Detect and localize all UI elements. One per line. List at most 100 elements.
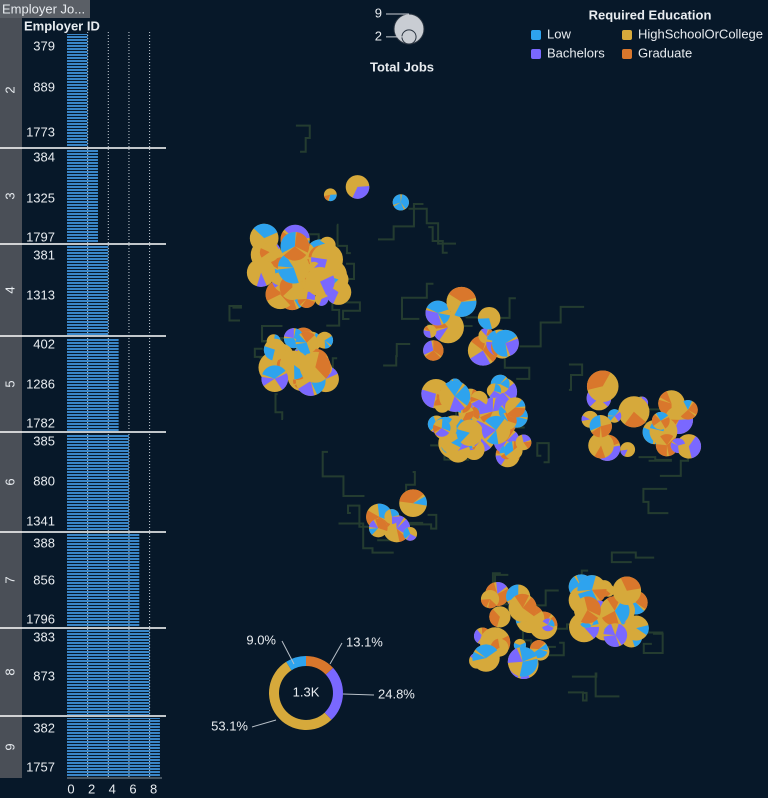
- road: [295, 124, 311, 153]
- legend-swatch: [622, 30, 632, 40]
- pie-wedge: [580, 610, 599, 624]
- bar: [67, 150, 98, 243]
- pie-wedge: [403, 527, 411, 539]
- pie-wedge: [589, 415, 601, 431]
- road: [642, 632, 664, 654]
- road: [642, 487, 669, 515]
- road: [638, 456, 672, 462]
- pie-wedge: [315, 352, 331, 379]
- pie-wedge: [423, 330, 431, 338]
- pie-wedge: [263, 346, 275, 361]
- y-tick-label: 1773: [26, 124, 55, 139]
- donut-value-label: 9.0%: [246, 632, 276, 647]
- pie-wedge: [470, 396, 480, 403]
- group-label: 9: [2, 743, 17, 750]
- y-tick-label: 1797: [26, 229, 55, 244]
- pie-wedge: [600, 423, 612, 438]
- pie-wedge: [393, 202, 405, 211]
- y-tick-label: 889: [33, 79, 55, 94]
- y-tick-label: 1313: [26, 287, 55, 302]
- pie-wedge: [274, 373, 289, 390]
- road: [610, 551, 655, 564]
- pie-wedge: [392, 194, 401, 205]
- pie-wedge: [577, 575, 596, 592]
- pie-wedge: [500, 378, 510, 389]
- bar: [67, 338, 119, 431]
- pie-wedge: [400, 194, 409, 209]
- pie-wedge: [413, 496, 427, 506]
- pie-wedge: [432, 327, 449, 341]
- y-tick-label: 384: [33, 149, 55, 164]
- pie-wedge: [502, 383, 518, 401]
- legend-label: Low: [547, 26, 571, 41]
- pie-wedge: [495, 588, 510, 607]
- road: [568, 363, 584, 391]
- legend-swatch: [531, 30, 541, 40]
- y-tick-label: 880: [33, 473, 55, 488]
- donut-value-label: 13.1%: [346, 634, 383, 649]
- pie-wedge: [295, 334, 307, 343]
- pie-wedge: [514, 593, 530, 608]
- pie-wedge: [301, 298, 316, 308]
- tab[interactable]: [0, 0, 90, 18]
- legend-label: HighSchoolOrCollege: [638, 26, 763, 41]
- bar: [67, 534, 140, 627]
- pie-wedge: [488, 599, 497, 609]
- pie-wedge: [298, 380, 315, 396]
- group-label: 7: [2, 576, 17, 583]
- pie-wedge: [489, 609, 500, 628]
- pie-wedge: [659, 391, 672, 404]
- pie-wedge: [584, 596, 601, 616]
- donut-center: 1.3K: [293, 684, 320, 699]
- y-tick-label: 873: [33, 668, 55, 683]
- tab-label[interactable]: Employer Jo...: [2, 1, 85, 16]
- pie-wedge: [462, 410, 474, 421]
- x-tick-label: 4: [109, 781, 116, 796]
- pie-wedge: [477, 318, 493, 330]
- pie-wedge: [672, 418, 694, 434]
- pie-wedge: [523, 441, 532, 449]
- y-tick-label: 856: [33, 572, 55, 587]
- pie-wedge: [480, 411, 493, 425]
- pie-wedge: [294, 232, 310, 253]
- pie-wedge: [486, 430, 499, 445]
- pie-wedge: [277, 254, 294, 268]
- pie-wedge: [503, 441, 514, 457]
- pie-wedge: [427, 415, 437, 431]
- pie-wedge: [369, 528, 379, 535]
- pie-wedge: [256, 272, 267, 287]
- road: [519, 305, 585, 348]
- donut-slice: [324, 667, 344, 720]
- pie-wedge: [624, 411, 646, 428]
- pie-wedge: [688, 436, 702, 459]
- pie-wedge: [614, 598, 630, 624]
- pie-wedge: [432, 424, 442, 433]
- pie-wedge: [261, 376, 275, 387]
- x-tick-label: 2: [88, 781, 95, 796]
- road: [347, 504, 376, 528]
- pie-wedge: [522, 596, 537, 617]
- pie-wedge: [683, 400, 693, 410]
- y-tick-label: 1341: [26, 513, 55, 528]
- pie-wedge: [515, 399, 526, 408]
- pie-wedge: [680, 409, 696, 420]
- pie-wedge: [300, 331, 315, 343]
- y-tick-label: 379: [33, 38, 55, 53]
- road: [378, 203, 424, 241]
- pie-wedge: [369, 520, 379, 529]
- pie-wedge: [473, 629, 483, 643]
- pie-wedge: [454, 385, 471, 406]
- pie-wedge: [366, 510, 380, 525]
- y-tick-label: 1286: [26, 376, 55, 391]
- pie-wedge: [306, 289, 316, 301]
- pie-wedge: [283, 328, 294, 339]
- pie-wedge: [519, 658, 538, 677]
- pie-wedge: [375, 518, 388, 532]
- pie-wedge: [687, 401, 698, 415]
- group-label: 4: [2, 286, 17, 293]
- pie-wedge: [614, 411, 622, 422]
- pie-wedge: [586, 370, 611, 391]
- pie-wedge: [615, 623, 628, 646]
- pie-wedge: [594, 445, 606, 459]
